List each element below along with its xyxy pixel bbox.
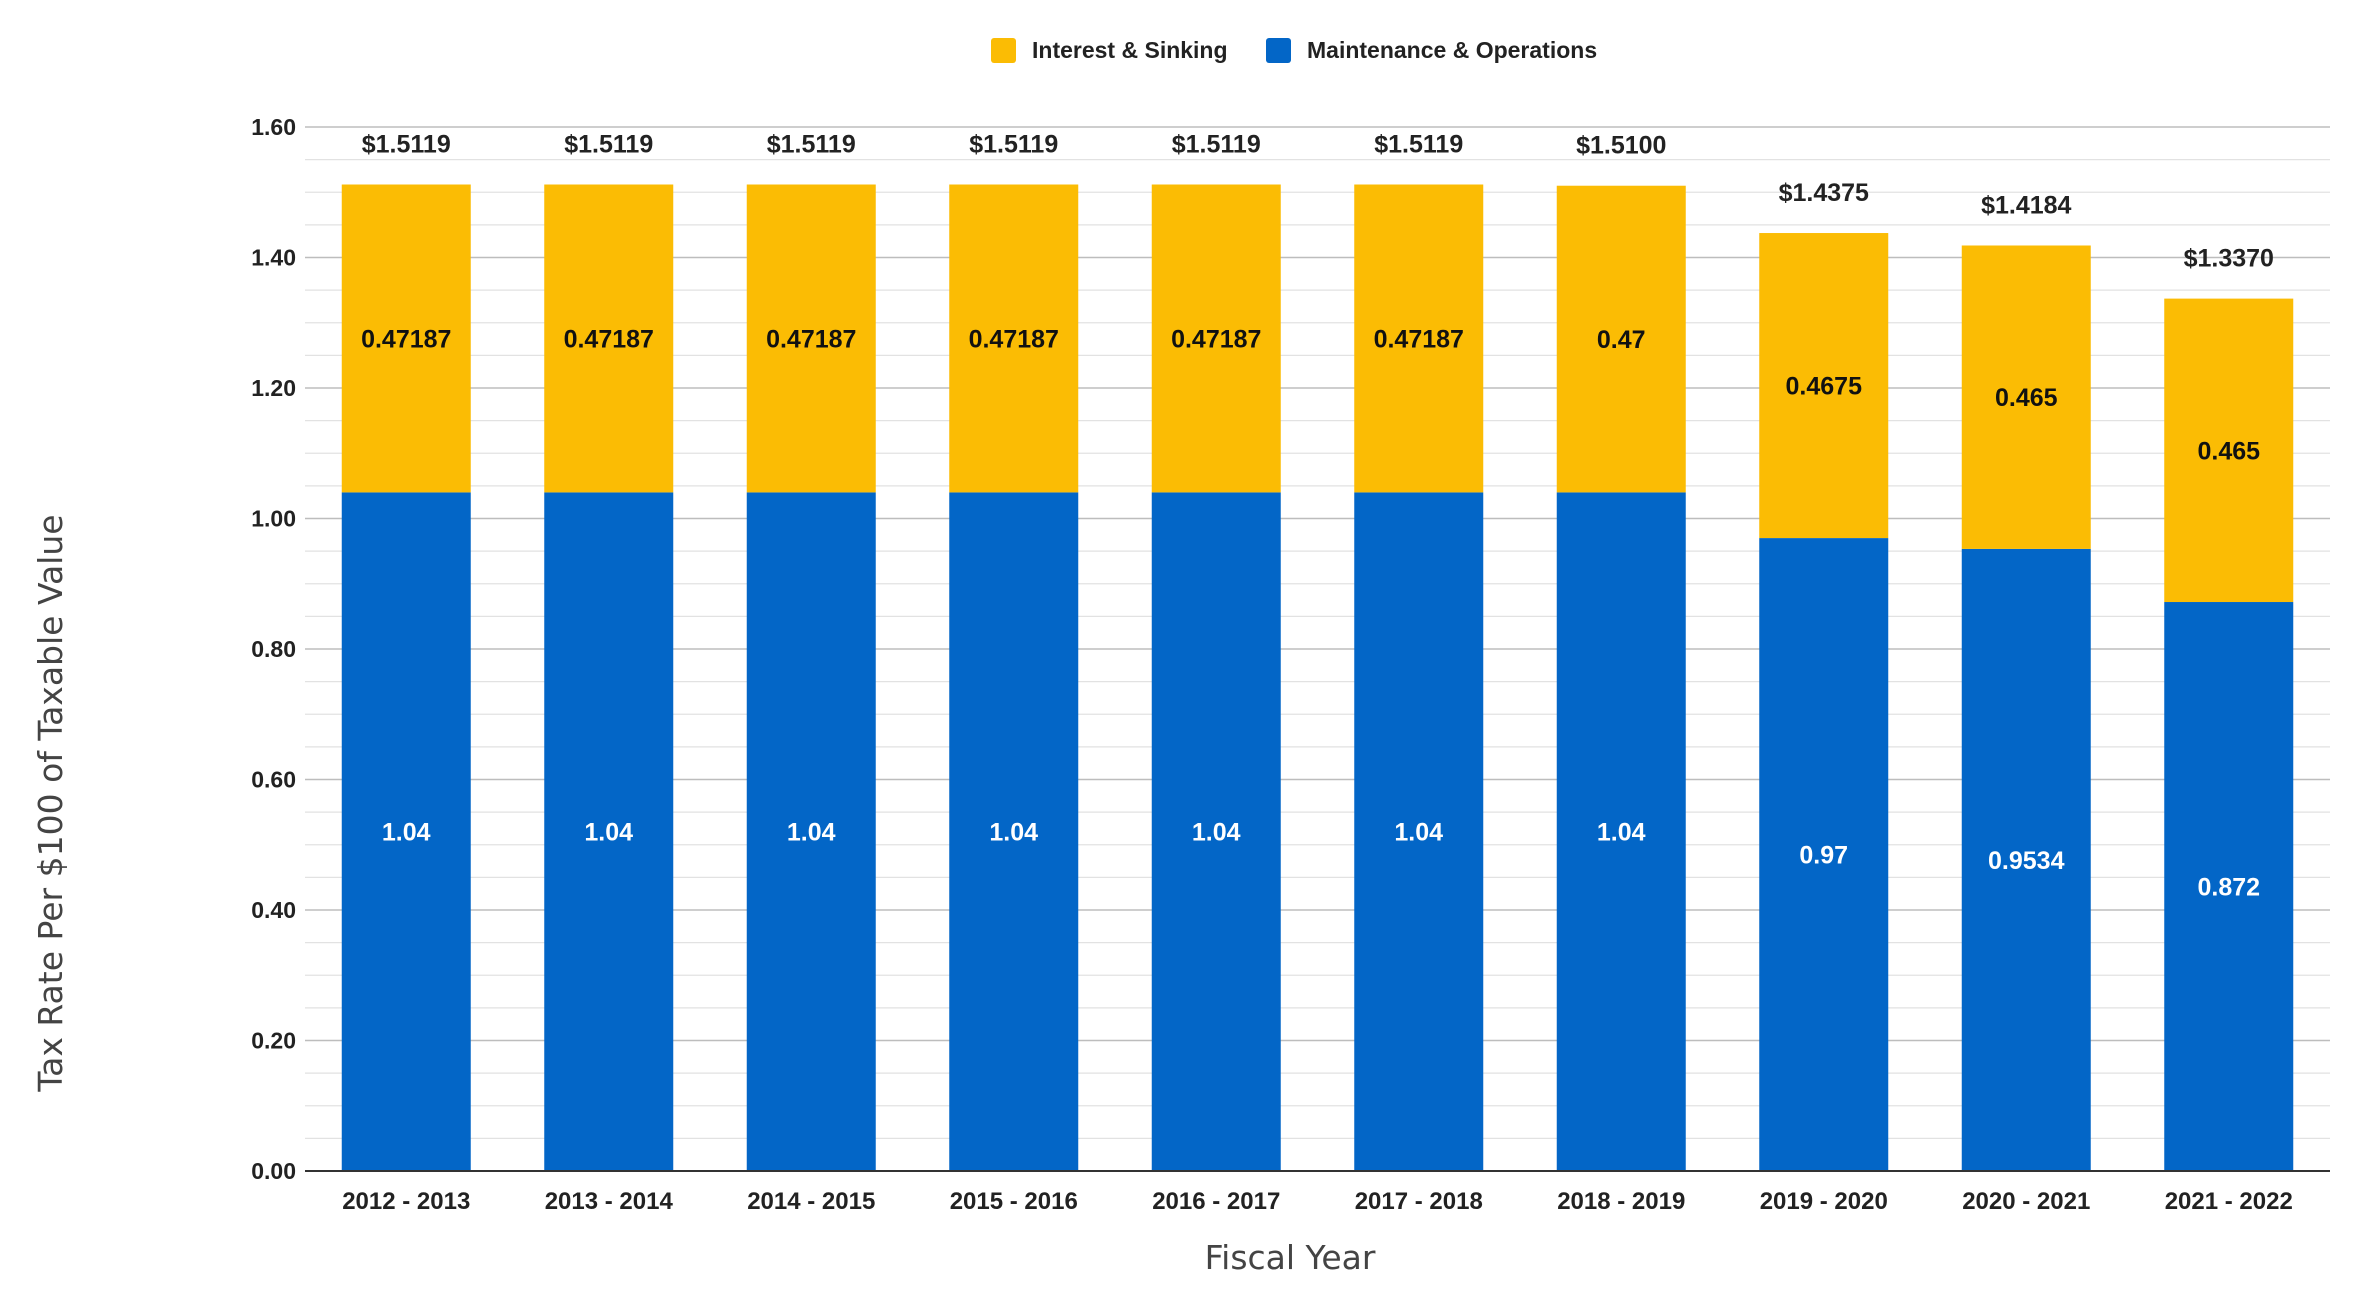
y-tick-label: 0.80 — [251, 636, 296, 662]
bar-interest-sinking — [2164, 298, 2294, 603]
data-label-maintenance-operations: 0.97 — [1799, 842, 1848, 870]
legend-label-interest-sinking: Interest & Sinking — [1032, 37, 1228, 63]
data-label-interest-sinking: 0.47 — [1597, 326, 1646, 354]
data-label-interest-sinking: 0.47187 — [969, 325, 1059, 353]
bar-maintenance-operations — [1759, 538, 1889, 1171]
bar-interest-sinking — [1961, 245, 2091, 549]
legend: Interest & Sinking Maintenance & Operati… — [991, 37, 1597, 63]
bar-interest-sinking — [949, 184, 1079, 493]
y-tick-label: 1.00 — [251, 506, 296, 532]
total-label: $1.5119 — [362, 131, 451, 159]
data-label-maintenance-operations: 1.04 — [787, 819, 836, 847]
data-label-maintenance-operations: 1.04 — [584, 819, 633, 847]
bar-interest-sinking — [746, 184, 876, 493]
data-label-maintenance-operations: 1.04 — [1192, 819, 1241, 847]
bar-interest-sinking — [1759, 233, 1889, 539]
legend-swatch-interest-sinking — [991, 38, 1016, 63]
bar-interest-sinking — [341, 184, 471, 493]
total-label: $1.5100 — [1576, 132, 1666, 160]
bar-interest-sinking — [1151, 184, 1281, 493]
data-label-interest-sinking: 0.47187 — [564, 325, 654, 353]
data-label-interest-sinking: 0.465 — [2197, 437, 2260, 465]
legend-swatch-maintenance-operations — [1266, 38, 1291, 63]
bar-maintenance-operations — [1556, 492, 1686, 1171]
data-label-maintenance-operations: 1.04 — [1394, 819, 1443, 847]
data-label-maintenance-operations: 0.9534 — [1988, 847, 2065, 875]
data-label-interest-sinking: 0.465 — [1995, 384, 2058, 412]
y-axis-title: Tax Rate Per $100 of Taxable Value — [31, 514, 70, 1092]
bar-maintenance-operations — [1961, 548, 2091, 1171]
total-label: $1.5119 — [1374, 131, 1463, 159]
bar-interest-sinking — [1556, 185, 1686, 493]
x-axis-ticks: 2012 - 2013 2013 - 2014 2014 - 2015 2015 - … — [342, 1188, 2293, 1215]
y-tick-label: 1.60 — [251, 114, 296, 140]
total-label: $1.5119 — [969, 131, 1058, 159]
x-tick-label: 2015 - 2016 — [950, 1188, 1078, 1215]
data-label-maintenance-operations: 1.04 — [1597, 819, 1646, 847]
bars: 1.04 0.47187 $1.5119 1.04 0.47187 $1.5119 1.04… — [341, 131, 2294, 1171]
y-tick-label: 0.40 — [251, 897, 296, 923]
bar-maintenance-operations — [1151, 492, 1281, 1171]
x-tick-label: 2019 - 2020 — [1760, 1188, 1888, 1215]
data-label-interest-sinking: 0.47187 — [1374, 325, 1464, 353]
data-label-interest-sinking: 0.47187 — [361, 325, 451, 353]
y-tick-label: 0.00 — [251, 1158, 296, 1184]
data-label-interest-sinking: 0.47187 — [1171, 325, 1261, 353]
data-label-interest-sinking: 0.4675 — [1786, 373, 1863, 401]
x-tick-label: 2014 - 2015 — [747, 1188, 875, 1215]
x-axis-title: Fiscal Year — [1205, 1238, 1376, 1277]
x-tick-label: 2020 - 2021 — [1962, 1188, 2090, 1215]
data-label-maintenance-operations: 0.872 — [2197, 874, 2260, 902]
x-tick-label: 2018 - 2019 — [1557, 1188, 1685, 1215]
y-tick-label: 1.40 — [251, 245, 296, 271]
data-label-maintenance-operations: 1.04 — [382, 819, 431, 847]
bar-interest-sinking — [1354, 184, 1484, 493]
total-label: $1.4375 — [1779, 179, 1869, 207]
bar-maintenance-operations — [949, 492, 1079, 1171]
bar-maintenance-operations — [746, 492, 876, 1171]
y-axis-ticks: 0.00 0.20 0.40 0.60 0.80 1.00 1.20 1.40 1.60 — [251, 114, 296, 1184]
x-tick-label: 2021 - 2022 — [2165, 1188, 2293, 1215]
x-tick-label: 2016 - 2017 — [1152, 1188, 1280, 1215]
total-label: $1.5119 — [1172, 131, 1261, 159]
total-label: $1.5119 — [564, 131, 653, 159]
data-label-interest-sinking: 0.47187 — [766, 325, 856, 353]
total-label: $1.5119 — [767, 131, 856, 159]
y-tick-label: 1.20 — [251, 375, 296, 401]
x-tick-label: 2012 - 2013 — [342, 1188, 470, 1215]
y-tick-label: 0.20 — [251, 1028, 296, 1054]
bar-maintenance-operations — [2164, 602, 2294, 1171]
y-tick-label: 0.60 — [251, 767, 296, 793]
bar-maintenance-operations — [341, 492, 471, 1171]
x-tick-label: 2013 - 2014 — [545, 1188, 674, 1215]
bar-maintenance-operations — [1354, 492, 1484, 1171]
total-label: $1.3370 — [2184, 245, 2274, 273]
legend-label-maintenance-operations: Maintenance & Operations — [1307, 37, 1597, 63]
data-label-maintenance-operations: 1.04 — [989, 819, 1038, 847]
bar-maintenance-operations — [544, 492, 674, 1171]
total-label: $1.4184 — [1981, 191, 2071, 219]
x-tick-label: 2017 - 2018 — [1355, 1188, 1483, 1215]
bar-interest-sinking — [544, 184, 674, 493]
